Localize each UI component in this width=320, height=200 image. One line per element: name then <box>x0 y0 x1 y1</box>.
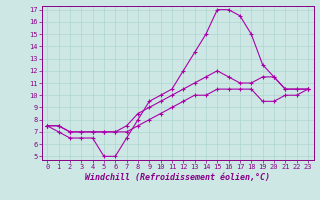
X-axis label: Windchill (Refroidissement éolien,°C): Windchill (Refroidissement éolien,°C) <box>85 173 270 182</box>
